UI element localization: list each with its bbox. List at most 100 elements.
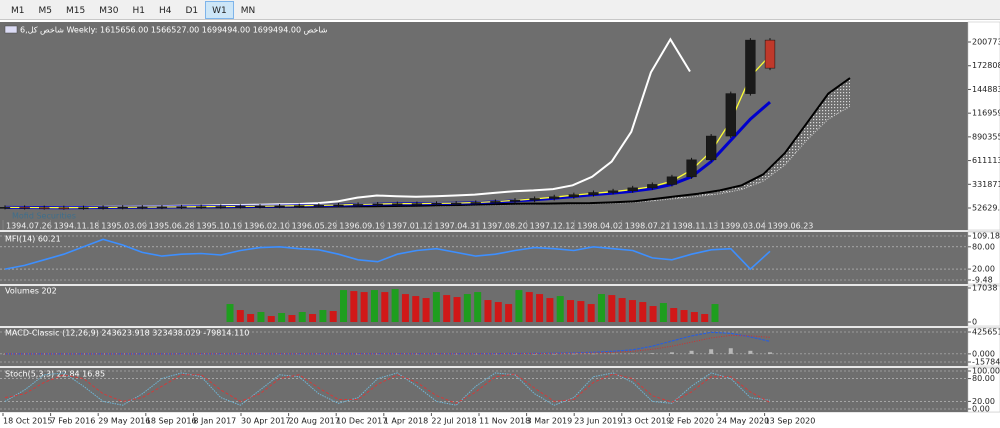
candle-body: [529, 198, 540, 201]
volume-bar: [381, 292, 389, 322]
timeframe-button[interactable]: M30: [99, 6, 119, 16]
time-label: 29 May 2016: [98, 417, 150, 426]
panel-background: [0, 232, 968, 284]
candle-body: [235, 206, 246, 208]
timeframe-button[interactable]: M15: [66, 6, 86, 16]
volume-bar: [278, 313, 286, 322]
candle-body: [745, 39, 756, 94]
date-label: 1396.05.29: [292, 222, 338, 231]
volume-bar: [226, 304, 234, 322]
price-scale-label: 1448839.: [972, 85, 1000, 94]
price-scale-label: 0.000: [972, 349, 995, 358]
macd-histogram-bar: [669, 352, 674, 354]
volume-bar: [370, 290, 378, 322]
volume-bar: [536, 294, 544, 322]
candle-body: [97, 207, 109, 209]
date-label: 1394.11.18: [54, 222, 100, 231]
volume-bar: [267, 316, 275, 322]
price-scale-background: [967, 21, 1000, 231]
volume-bar: [474, 292, 482, 322]
volume-bar: [618, 298, 626, 322]
timeframe-button[interactable]: M5: [38, 6, 53, 16]
candle-body: [215, 206, 226, 208]
macd-histogram-bar: [513, 353, 517, 355]
macd-histogram-bar: [22, 353, 27, 355]
volume-bar: [505, 304, 513, 322]
candle-body: [117, 206, 128, 209]
volume-bar: [711, 304, 719, 322]
candle-body: [372, 203, 383, 206]
candle-body: [294, 205, 305, 207]
time-label: 18 Oct 2015: [3, 417, 52, 426]
date-label: 1395.03.09: [101, 222, 147, 231]
candle-body: [431, 203, 442, 205]
candle-body: [19, 207, 30, 209]
time-label: 20 Aug 2017: [289, 417, 340, 426]
macd-histogram-bar: [768, 352, 772, 354]
candle-body: [549, 196, 560, 199]
date-label: 1397.01.12: [387, 222, 433, 231]
volume-bar: [360, 292, 368, 322]
macd-histogram-bar: [748, 350, 753, 354]
candle-body: [451, 202, 462, 205]
chart-header: شاخص کل,6 Weekly: 1615656.00 1566527.00 …: [20, 26, 328, 35]
volume-bar: [577, 301, 585, 322]
timeframe-button[interactable]: D1: [185, 6, 199, 16]
volume-bar: [298, 312, 306, 322]
candle-body: [764, 39, 776, 69]
volume-bar: [546, 298, 554, 322]
price-scale-label: 100.00: [972, 367, 1000, 376]
indicator-label: Volumes 202: [5, 287, 57, 296]
macd-histogram-bar: [709, 349, 714, 354]
time-label: 13 Oct 2019: [622, 417, 671, 426]
price-scale-label: 20.00: [972, 265, 995, 274]
price-scale-label: 1169597.: [972, 109, 1000, 118]
candle-body: [313, 205, 325, 207]
date-label: 1395.10.19: [196, 222, 242, 231]
macd-histogram-bar: [689, 350, 694, 354]
macd-signal-line: [5, 334, 771, 355]
candle-body: [39, 207, 50, 209]
candle-body: [156, 206, 168, 209]
time-label: 8 Jan 2017: [193, 417, 236, 426]
time-label: 3 Mar 2019: [527, 417, 573, 426]
time-label: 10 Dec 2017: [336, 417, 387, 426]
macd-histogram-bar: [414, 353, 419, 355]
candle-body: [352, 204, 364, 206]
volume-bar: [670, 308, 678, 322]
price-scale-label: 2007732.: [972, 38, 1000, 47]
volume-bar: [288, 315, 296, 322]
candle-body: [627, 187, 638, 192]
volume-bar: [659, 303, 667, 322]
volume-bar: [432, 292, 440, 322]
timeframe-button[interactable]: H1: [132, 6, 145, 16]
volume-bar: [236, 310, 244, 322]
volume-bar: [597, 294, 605, 322]
macd-histogram-bar: [532, 353, 537, 355]
trading-chart: 2007732. 1728081. 1448839. 1169597. 890355. 6…: [0, 21, 1000, 428]
timeframe-button[interactable]: W1: [205, 1, 234, 19]
volume-bar: [247, 314, 255, 322]
volume-bar: [340, 290, 348, 322]
macd-histogram-bar: [552, 353, 557, 355]
price-scale-label: 20.00: [972, 397, 995, 406]
timeframe-button[interactable]: H4: [158, 6, 172, 16]
volume-bar: [587, 304, 595, 322]
volume-bar: [567, 300, 575, 322]
price-scale-label: 80.00: [972, 242, 995, 251]
time-label: 30 Apr 2017: [241, 417, 290, 426]
volume-bar: [608, 295, 616, 322]
timeframe-button[interactable]: M1: [11, 6, 25, 16]
volume-bar: [309, 314, 317, 322]
panel-background: [0, 22, 968, 230]
timeframe-toolbar: M1 M5 M15 M30 H1 H4 D1 W1 MN: [0, 0, 1000, 20]
macd-histogram-bar: [571, 353, 576, 355]
volume-bar: [391, 289, 399, 322]
volume-bar: [401, 294, 409, 322]
timeframe-button[interactable]: MN: [240, 6, 256, 16]
volume-bar: [556, 296, 564, 322]
macd-histogram-bar: [650, 353, 655, 354]
volume-bar: [494, 302, 502, 322]
volume-bar: [453, 297, 461, 322]
date-label: 1398.11.13: [672, 222, 718, 231]
